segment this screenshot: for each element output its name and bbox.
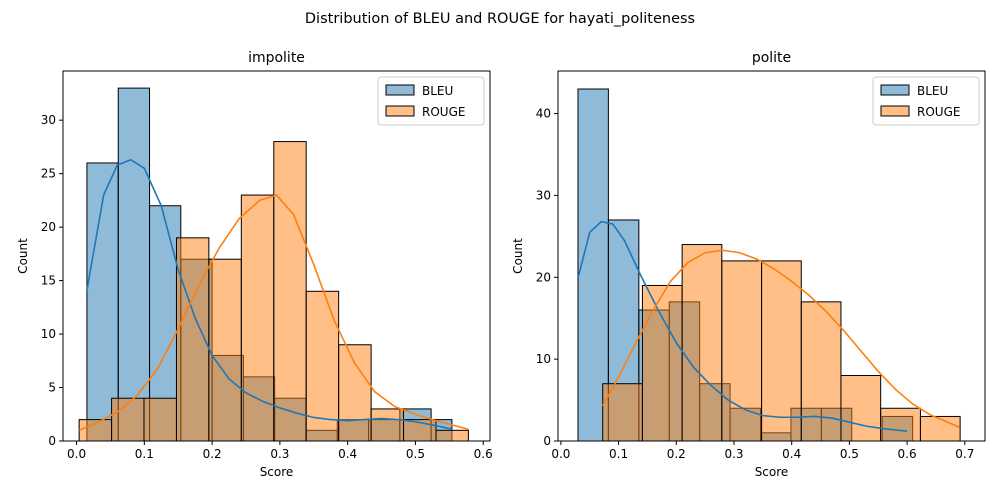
- x-tick-label: 0.3: [270, 447, 289, 461]
- y-tick-label: 25: [41, 167, 56, 181]
- y-tick-label: 15: [41, 274, 56, 288]
- y-tick-label: 10: [536, 352, 551, 366]
- x-tick-label: 0.2: [203, 447, 222, 461]
- x-tick-label: 0.7: [955, 447, 974, 461]
- bar-rouge-bin-0: [602, 383, 643, 442]
- legend-swatch-rouge: [385, 105, 415, 117]
- x-tick-label: 0.0: [67, 447, 86, 461]
- bar-bleu-bin-0: [86, 162, 119, 442]
- figure-suptitle: Distribution of BLEU and ROUGE for hayat…: [305, 11, 695, 27]
- panel-title: polite: [752, 50, 791, 66]
- x-tick-label: 0.1: [135, 447, 154, 461]
- x-tick-label: 0.5: [406, 447, 425, 461]
- bar-rouge-bin-9: [370, 408, 405, 442]
- legend: BLEU ROUGE: [377, 76, 485, 126]
- y-tick-label: 0: [48, 434, 56, 448]
- y-tick-label: 40: [536, 107, 551, 121]
- legend: BLEU ROUGE: [872, 76, 980, 126]
- panel-title: impolite: [248, 50, 305, 66]
- bar-rouge-bin-8: [338, 344, 372, 442]
- bar-rouge-bin-8: [919, 415, 961, 442]
- axes-frame: [557, 70, 986, 442]
- bar-bleu-bin-0: [577, 88, 609, 442]
- y-axis-label: Count: [16, 238, 30, 274]
- legend-label-bleu: BLEU: [917, 84, 948, 98]
- x-tick-label: 0.6: [898, 447, 917, 461]
- legend-label-rouge: ROUGE: [917, 105, 960, 119]
- bar-bleu-bin-1: [117, 87, 151, 442]
- bar-rouge-bin-11: [435, 429, 469, 442]
- x-tick-label: 0.5: [840, 447, 859, 461]
- x-tick-label: 0.4: [782, 447, 801, 461]
- x-tick-label: 0.1: [609, 447, 628, 461]
- bar-rouge-bin-2: [143, 397, 177, 442]
- x-tick-label: 0.4: [338, 447, 357, 461]
- y-tick-label: 20: [536, 270, 551, 284]
- bar-rouge-bin-5: [240, 194, 275, 442]
- x-axis-label: Score: [260, 465, 294, 479]
- bar-rouge-bin-5: [800, 301, 842, 442]
- legend-label-bleu: BLEU: [422, 84, 453, 98]
- kde-line-rouge: [78, 194, 469, 432]
- bar-rouge-bin-4: [208, 258, 242, 442]
- kde-line-bleu: [85, 158, 453, 431]
- legend-label-rouge: ROUGE: [422, 105, 465, 119]
- bar-rouge-bin-6: [273, 141, 307, 442]
- kde-line-bleu: [577, 220, 908, 432]
- bar-rouge-bin-7: [880, 407, 921, 442]
- bar-rouge-bin-4: [761, 260, 802, 442]
- x-tick-label: 0.3: [724, 447, 743, 461]
- legend-swatch-rouge: [880, 105, 910, 117]
- legend-swatch-bleu: [385, 84, 415, 96]
- legend-swatch-bleu: [880, 84, 910, 96]
- bar-rouge-bin-6: [840, 375, 882, 442]
- x-tick-label: 0.2: [667, 447, 686, 461]
- y-tick-label: 30: [536, 188, 551, 202]
- kde-line-rouge: [602, 249, 960, 428]
- y-tick-label: 10: [41, 327, 56, 341]
- x-tick-label: 0.6: [474, 447, 493, 461]
- bar-rouge-bin-1: [641, 284, 683, 442]
- y-tick-label: 30: [41, 113, 56, 127]
- axes-frame: [62, 70, 491, 442]
- x-axis-label: Score: [755, 465, 789, 479]
- y-tick-label: 0: [543, 434, 551, 448]
- bar-rouge-bin-1: [111, 397, 145, 442]
- y-axis-label: Count: [511, 238, 525, 274]
- panel-polite: 0.0 0.1 0.2 0.3 0.4 0.5 0.6 0.7 0 10 20 30 40 polite S…: [511, 50, 986, 479]
- x-tick-label: 0.0: [551, 447, 570, 461]
- y-tick-label: 20: [41, 220, 56, 234]
- panel-impolite: 0.0 0.1 0.2 0.3 0.4 0.5 0.6 0 5 10 15 20 25 30 impolit…: [16, 50, 493, 479]
- y-tick-label: 5: [48, 381, 56, 395]
- bar-rouge-bin-2: [681, 244, 723, 442]
